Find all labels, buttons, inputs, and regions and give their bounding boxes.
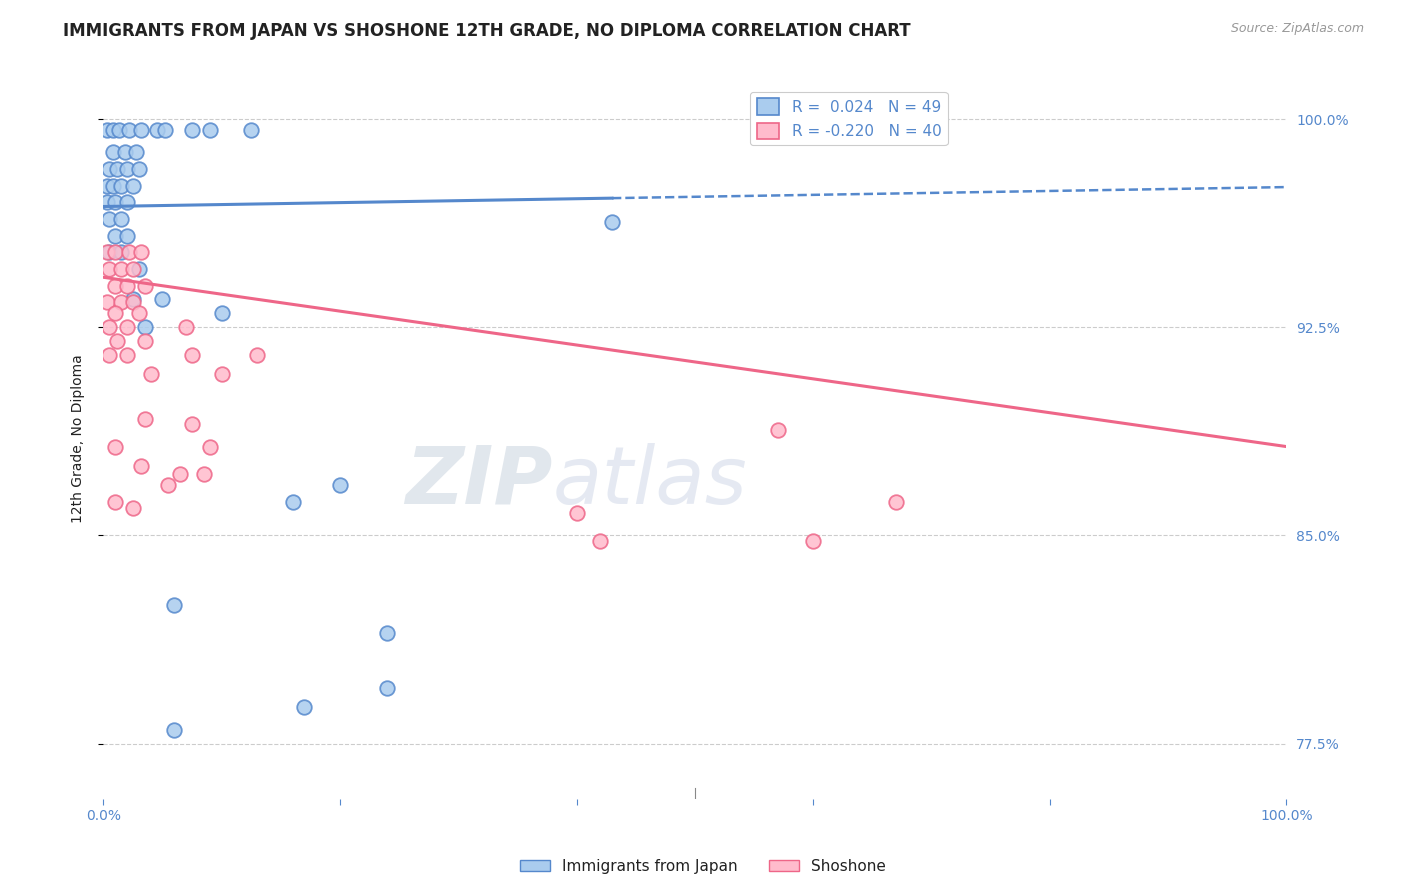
Point: [198, 123, 221, 137]
Point: [128, 262, 150, 277]
Point: [98, 161, 121, 176]
Point: [96, 178, 118, 193]
Point: [240, 123, 263, 137]
Point: [145, 123, 167, 137]
Text: IMMIGRANTS FROM JAPAN VS SHOSHONE 12TH GRADE, NO DIPLOMA CORRELATION CHART: IMMIGRANTS FROM JAPAN VS SHOSHONE 12TH G…: [63, 22, 911, 40]
Point: [122, 500, 145, 515]
Point: [115, 161, 138, 176]
Point: [110, 295, 132, 310]
Point: [104, 195, 127, 210]
Point: [375, 681, 398, 695]
Point: [134, 412, 156, 426]
Point: [122, 293, 145, 307]
Point: [110, 178, 132, 193]
Point: [96, 295, 118, 310]
Point: [139, 368, 162, 382]
Point: [104, 495, 127, 509]
Point: [104, 228, 127, 243]
Point: [589, 533, 612, 548]
Point: [193, 467, 215, 482]
Point: [98, 245, 121, 260]
Point: [246, 348, 269, 362]
Text: ZIP: ZIP: [405, 442, 553, 521]
Point: [801, 533, 824, 548]
Point: [153, 123, 176, 137]
Point: [98, 262, 121, 277]
Point: [101, 145, 124, 160]
Point: [294, 700, 316, 714]
Point: [98, 212, 121, 227]
Point: [98, 320, 121, 334]
Point: [181, 123, 204, 137]
Point: [96, 123, 118, 137]
Point: [114, 145, 136, 160]
Point: [115, 348, 138, 362]
Point: [122, 295, 145, 310]
Point: [118, 123, 141, 137]
Point: [110, 212, 132, 227]
Point: [96, 195, 118, 210]
Point: [129, 458, 152, 473]
Point: [129, 245, 152, 260]
Point: [118, 245, 141, 260]
Point: [104, 278, 127, 293]
Point: [104, 245, 127, 260]
Point: [96, 245, 118, 260]
Point: [163, 723, 186, 737]
Point: [766, 423, 789, 437]
Point: [157, 478, 180, 492]
Point: [181, 348, 204, 362]
Point: [128, 161, 150, 176]
Point: [122, 178, 145, 193]
Point: [211, 368, 233, 382]
Point: [134, 334, 156, 348]
Point: [115, 195, 138, 210]
Point: [163, 598, 186, 612]
Point: [134, 320, 156, 334]
Point: [152, 293, 174, 307]
Point: [104, 306, 127, 320]
Point: [107, 161, 129, 176]
Point: [198, 440, 221, 454]
Point: [600, 215, 623, 229]
Point: [107, 334, 129, 348]
Text: atlas: atlas: [553, 442, 748, 521]
Point: [101, 178, 124, 193]
Point: [125, 145, 148, 160]
Point: [115, 320, 138, 334]
Point: [211, 306, 233, 320]
Point: [115, 278, 138, 293]
Point: [115, 228, 138, 243]
Point: [129, 123, 152, 137]
Point: [174, 320, 197, 334]
Point: [375, 625, 398, 640]
Point: [104, 440, 127, 454]
Point: [281, 495, 304, 509]
Point: [565, 506, 588, 520]
Point: [329, 478, 352, 492]
Point: [101, 123, 124, 137]
Point: [128, 306, 150, 320]
Point: [98, 348, 121, 362]
Legend: R =  0.024   N = 49, R = -0.220   N = 40: R = 0.024 N = 49, R = -0.220 N = 40: [751, 92, 948, 145]
Point: [169, 467, 191, 482]
Point: [122, 262, 145, 277]
Point: [107, 123, 129, 137]
Point: [134, 278, 156, 293]
Point: [110, 262, 132, 277]
Point: [110, 245, 132, 260]
Legend: Immigrants from Japan, Shoshone: Immigrants from Japan, Shoshone: [513, 853, 893, 880]
Point: [181, 417, 204, 432]
Point: [884, 495, 907, 509]
Y-axis label: 12th Grade, No Diploma: 12th Grade, No Diploma: [72, 354, 86, 523]
Text: Source: ZipAtlas.com: Source: ZipAtlas.com: [1230, 22, 1364, 36]
